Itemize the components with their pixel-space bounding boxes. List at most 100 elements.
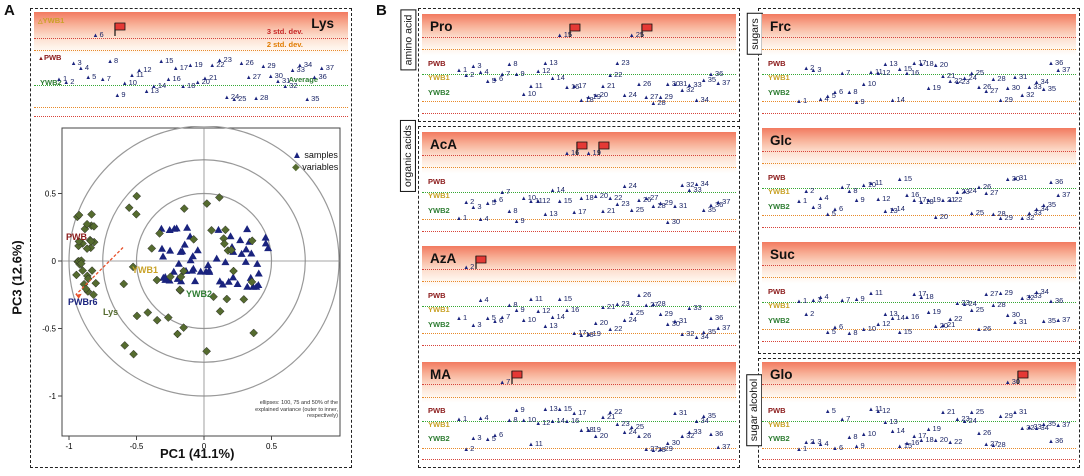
organic-acids-frame xyxy=(418,126,740,468)
sample-point: 1 xyxy=(456,313,467,323)
pca-variable-point xyxy=(209,292,218,302)
sample-point: 4 xyxy=(818,194,829,203)
pca-variable-point xyxy=(78,266,88,275)
threshold-line xyxy=(762,150,1076,152)
sample-point: 9 xyxy=(854,295,865,304)
pca-x-tick-label: 0.5 xyxy=(266,442,278,451)
pca-sample-point xyxy=(189,264,198,272)
sample-point: 22 xyxy=(607,194,622,203)
pca-x-tick-label: -1 xyxy=(65,442,73,451)
pca-variable-point xyxy=(74,237,84,246)
sample-point: 20 xyxy=(593,191,608,201)
sample-point: 36 xyxy=(708,430,723,439)
lys-sample-point: 14 xyxy=(151,81,166,91)
sample-point: 1 xyxy=(796,97,807,106)
small-plot-aza: AzAPWBYWB1YWB212345678910111213141516171… xyxy=(422,246,736,350)
pca-variable-point xyxy=(179,266,189,276)
sample-point: 9 xyxy=(854,97,865,107)
sample-point: 15 xyxy=(897,328,912,337)
sample-point: 7 xyxy=(499,313,510,322)
lys-title: Lys xyxy=(311,16,334,31)
sample-point: 35 xyxy=(701,412,716,421)
sample-point: 12 xyxy=(535,307,550,316)
group-tag-alcohol: sugar alcohol xyxy=(746,373,763,447)
sample-point: 37 xyxy=(1055,66,1070,75)
pca-sample-point xyxy=(221,258,230,266)
sample-point: 21 xyxy=(600,81,615,91)
var-label-ywb2: YWB2 xyxy=(768,315,790,325)
small-plot-title: Pro xyxy=(430,19,453,34)
group-tag-organic: organic acids xyxy=(399,120,416,192)
pca-variable-point xyxy=(128,262,138,272)
pca-label-pwb: PWB xyxy=(66,232,87,242)
sample-point: 14 xyxy=(890,313,905,323)
pca-sample-point xyxy=(205,266,214,274)
threshold-line xyxy=(422,112,736,114)
threshold-line xyxy=(422,396,736,398)
sample-point: 37 xyxy=(715,323,730,333)
threshold-line xyxy=(762,226,1076,228)
threshold-line xyxy=(422,268,736,270)
threshold-line xyxy=(762,188,1076,190)
small-plot-glo: GloPWBYWB1YWB212345678910111213141516171… xyxy=(762,362,1076,464)
pca-variable-point xyxy=(163,313,173,322)
sample-point: 24 xyxy=(962,417,977,426)
pca-sample-point xyxy=(254,280,263,288)
sample-point: 2 xyxy=(803,310,814,319)
pca-label-pwbr6: PWBr6 xyxy=(68,297,98,307)
pca-x-tick-label: -0.5 xyxy=(130,442,144,451)
sample-point: 35 xyxy=(1041,316,1056,326)
threshold-line xyxy=(762,49,1076,51)
var-label-ywb2: YWB2 xyxy=(428,205,450,215)
sample-point: 8 xyxy=(846,329,857,338)
pca-variable-point xyxy=(120,341,130,350)
sample-point: 4 xyxy=(478,296,489,305)
var-label-ywb1: YWB1 xyxy=(428,305,450,315)
sample-point: 32 xyxy=(1019,90,1034,100)
panel-a-frame xyxy=(30,8,352,468)
threshold-line xyxy=(422,230,736,232)
var-label-pwb: PWB xyxy=(768,405,786,415)
sample-point: 17 xyxy=(571,207,586,217)
sample-point: 15 xyxy=(557,196,572,206)
sample-point: 6 xyxy=(832,322,843,332)
sd2-line xyxy=(34,50,348,51)
sample-point: 13 xyxy=(542,209,557,219)
sd3-label: 3 std. dev. xyxy=(266,27,303,36)
pca-variable-point xyxy=(152,315,162,325)
sample-point: 29 xyxy=(998,96,1013,105)
sample-point: 31 xyxy=(1012,318,1027,327)
sample-point: 5 xyxy=(825,406,836,416)
sample-point: 23 xyxy=(614,419,629,429)
lys-arrow-head xyxy=(75,293,82,299)
sample-point: 37 xyxy=(715,198,730,207)
pca-variable-point xyxy=(87,266,97,275)
pca-sample-point xyxy=(241,257,250,265)
flag-icon xyxy=(597,141,609,155)
threshold-line xyxy=(422,281,736,283)
pca-label-lys: Lys xyxy=(103,307,119,317)
flag-icon xyxy=(569,23,581,37)
sample-point: 22 xyxy=(947,314,962,324)
sample-point: 21 xyxy=(940,71,955,81)
sample-point: 36 xyxy=(708,70,723,79)
sd3-low-line xyxy=(34,116,348,117)
pca-variable-point xyxy=(132,191,142,201)
sample-point: 25 xyxy=(629,205,644,215)
pca-sample-point xyxy=(193,246,202,254)
sample-point: 17 xyxy=(571,408,586,418)
lys-sample-point: 27 xyxy=(246,72,261,82)
sample-point: 12 xyxy=(875,320,890,329)
small-plot-title: AzA xyxy=(430,251,457,266)
sample-point: 37 xyxy=(715,78,730,88)
pca-sample-point xyxy=(204,261,213,269)
lys-arrow xyxy=(75,247,124,296)
sample-point: 4 xyxy=(818,440,829,449)
sample-point: 24 xyxy=(622,90,637,100)
sd3-line xyxy=(34,38,348,39)
sample-point: 16 xyxy=(564,148,579,158)
small-plot-title: Suc xyxy=(770,247,795,262)
pca-sample-point xyxy=(224,277,233,285)
pca-y-tick-label: 0 xyxy=(52,257,57,266)
pca-variable-point xyxy=(119,279,129,289)
